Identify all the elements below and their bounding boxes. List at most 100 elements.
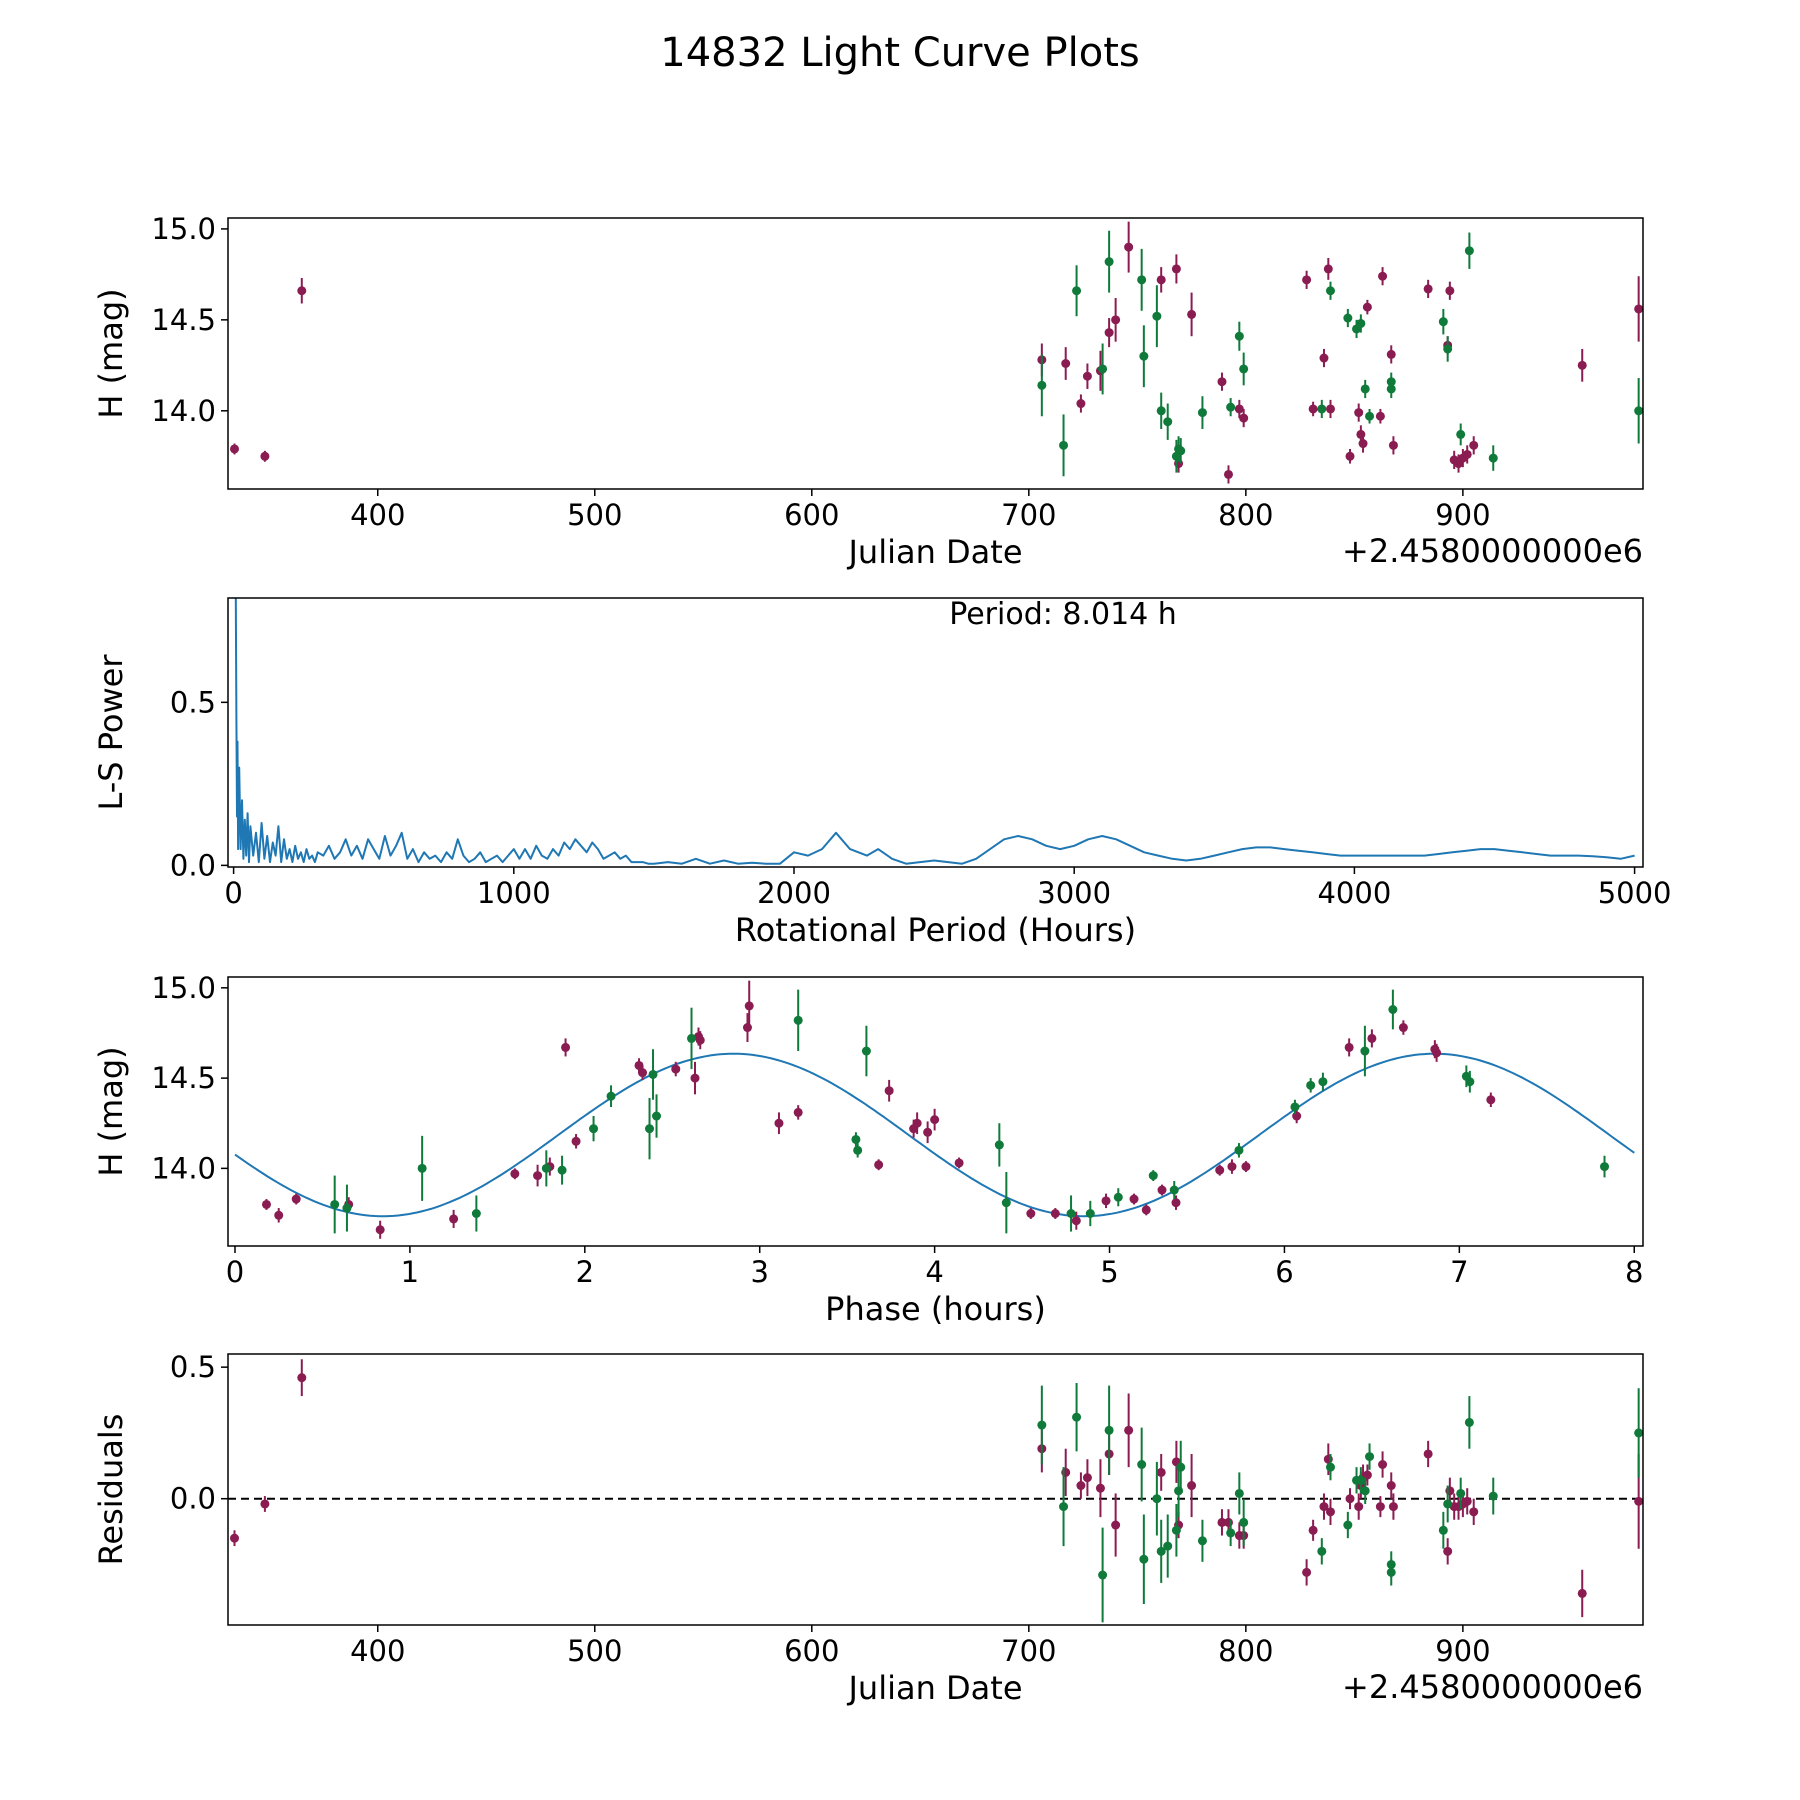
green-data-point <box>1163 417 1173 427</box>
periodogram-axes-frame <box>227 597 1644 868</box>
magenta-data-point <box>1423 1449 1433 1459</box>
magenta-data-point <box>1388 1502 1398 1512</box>
x-tick-label: 7 <box>1450 1255 1468 1289</box>
green-data-point <box>1148 1171 1158 1181</box>
green-data-point <box>1325 1462 1335 1472</box>
green-data-point <box>1306 1080 1316 1090</box>
magenta-data-point <box>1095 1483 1105 1493</box>
magenta-data-point <box>1141 1205 1151 1215</box>
magenta-data-point <box>1156 275 1166 285</box>
green-data-point <box>1098 1570 1108 1580</box>
magenta-data-point <box>1388 440 1398 450</box>
x-axis-label: Phase (hours) <box>825 1290 1046 1328</box>
green-data-point <box>1037 1420 1047 1430</box>
x-tick-label: 6 <box>1275 1255 1293 1289</box>
green-data-point <box>1066 1209 1076 1219</box>
x-tick-label: 700 <box>1001 1634 1056 1668</box>
green-data-point <box>1152 311 1162 321</box>
green-data-point <box>1343 313 1353 323</box>
figure-title: 14832 Light Curve Plots <box>660 30 1139 76</box>
magenta-data-point <box>954 1158 964 1168</box>
green-data-point <box>606 1091 616 1101</box>
green-data-point <box>1152 1494 1162 1504</box>
magenta-data-point <box>874 1160 884 1170</box>
green-data-point <box>1072 1412 1082 1422</box>
green-data-point <box>1234 331 1244 341</box>
magenta-data-point <box>1398 1023 1408 1033</box>
x-axis-label: Rotational Period (Hours) <box>735 911 1136 949</box>
magenta-data-point <box>1432 1048 1442 1058</box>
magenta-data-point <box>634 1060 644 1070</box>
magenta-data-point <box>1375 1502 1385 1512</box>
green-data-point <box>1176 446 1186 456</box>
magenta-data-point <box>1345 451 1355 461</box>
phased-axes-frame <box>227 976 1644 1247</box>
green-data-point <box>652 1111 662 1121</box>
x-tick-label: 1000 <box>477 876 551 910</box>
magenta-data-point <box>1577 360 1587 370</box>
green-data-point <box>1343 1520 1353 1530</box>
green-data-point <box>1234 1488 1244 1498</box>
x-tick-label: 500 <box>567 1634 622 1668</box>
magenta-data-point <box>449 1214 459 1224</box>
green-data-point <box>1318 1077 1328 1087</box>
y-tick-label: 0.5 <box>170 1350 216 1384</box>
magenta-data-point <box>1634 1496 1643 1506</box>
magenta-data-point <box>912 1118 922 1128</box>
x-tick-label: 900 <box>1435 498 1490 532</box>
magenta-data-point <box>930 1115 940 1125</box>
magenta-data-point <box>1187 1481 1197 1491</box>
magenta-data-point <box>1367 1033 1377 1043</box>
magenta-data-point <box>742 1023 752 1033</box>
green-data-point <box>1443 1499 1453 1509</box>
green-data-point <box>1234 1145 1244 1155</box>
magenta-data-point <box>1308 404 1318 414</box>
green-data-point <box>853 1145 863 1155</box>
x-tick-label: 400 <box>350 1634 405 1668</box>
green-data-point <box>1085 1209 1095 1219</box>
x-tick-label: 400 <box>350 498 405 532</box>
magenta-data-point <box>1239 413 1249 423</box>
green-data-point <box>1156 406 1166 416</box>
y-tick-label: 14.5 <box>151 1061 216 1095</box>
magenta-data-point <box>1577 1588 1587 1598</box>
magenta-data-point <box>1171 264 1181 274</box>
green-data-point <box>1197 1536 1207 1546</box>
magenta-data-point <box>1362 302 1372 312</box>
magenta-data-point <box>695 1035 705 1045</box>
magenta-data-point <box>1104 328 1114 338</box>
green-data-point <box>1456 429 1466 439</box>
magenta-data-point <box>533 1171 543 1181</box>
magenta-data-point <box>571 1136 581 1146</box>
magenta-data-point <box>1101 1196 1111 1206</box>
x-tick-label: 2 <box>576 1255 594 1289</box>
residuals-plot-area <box>228 1359 1643 1623</box>
green-data-point <box>1169 1185 1179 1195</box>
y-tick-label: 14.0 <box>151 394 216 428</box>
magenta-data-point <box>261 1199 271 1209</box>
green-data-point <box>342 1203 352 1213</box>
magenta-data-point <box>1124 242 1134 252</box>
magenta-data-point <box>1187 309 1197 319</box>
green-data-point <box>851 1134 861 1144</box>
magenta-data-point <box>375 1225 385 1235</box>
green-data-point <box>687 1033 697 1043</box>
magenta-data-point <box>1378 271 1388 281</box>
magenta-data-point <box>690 1073 700 1083</box>
y-tick-label: 0.0 <box>170 1482 216 1516</box>
green-data-point <box>1365 411 1375 421</box>
green-data-point <box>1464 246 1474 256</box>
x-tick-label: 800 <box>1218 498 1273 532</box>
green-data-point <box>1037 380 1047 390</box>
green-data-point <box>1356 1475 1366 1485</box>
y-tick-label: 14.5 <box>151 303 216 337</box>
magenta-data-point <box>260 451 270 461</box>
green-data-point <box>648 1069 658 1079</box>
magenta-data-point <box>1157 1185 1167 1195</box>
magenta-data-point <box>1354 1502 1364 1512</box>
green-data-point <box>861 1046 871 1056</box>
green-data-point <box>589 1124 599 1134</box>
green-data-point <box>1438 317 1448 327</box>
green-data-point <box>1465 1077 1475 1087</box>
x-axis-offset-text: +2.4580000000e6 <box>1342 532 1643 570</box>
